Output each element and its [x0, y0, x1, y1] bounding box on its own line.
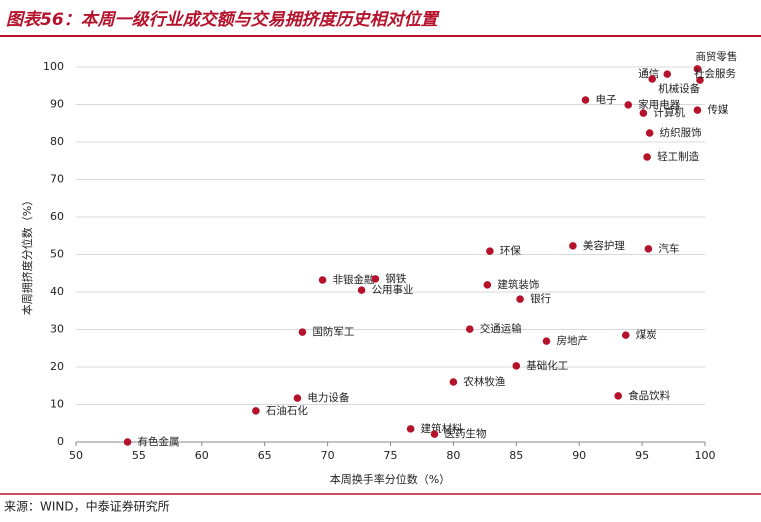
- x-tick-label: 50: [69, 449, 83, 462]
- x-tick-label: 90: [572, 449, 586, 462]
- point-label: 建筑材料: [421, 422, 463, 435]
- y-tick-label: 0: [57, 435, 64, 448]
- point: [693, 106, 702, 114]
- x-axis-label: 本周换手率分位数（%）: [330, 472, 450, 486]
- point-label: 机械设备: [658, 82, 700, 95]
- x-tick-label: 75: [384, 449, 398, 462]
- point-label: 轻工制造: [657, 150, 699, 163]
- point-label: 房地产: [556, 334, 588, 347]
- x-tick-label: 100: [695, 449, 716, 462]
- point-label: 钢铁: [385, 272, 406, 285]
- point: [614, 392, 622, 400]
- point: [357, 286, 366, 294]
- point: [512, 362, 521, 370]
- point: [624, 101, 633, 109]
- point-label: 石油石化: [266, 404, 308, 417]
- point-label: 美容护理: [583, 239, 625, 252]
- point: [542, 337, 551, 345]
- x-tick-label: 80: [446, 449, 460, 462]
- point-label: 商贸零售: [695, 50, 737, 63]
- point-label: 有色金属: [138, 435, 180, 448]
- point: [648, 75, 656, 83]
- y-tick-label: 90: [50, 98, 64, 111]
- point: [643, 153, 651, 161]
- point: [516, 295, 524, 303]
- point: [371, 275, 380, 283]
- y-tick-label: 30: [50, 323, 64, 336]
- point: [581, 96, 590, 104]
- y-tick-label: 100: [43, 60, 64, 73]
- point: [449, 378, 458, 386]
- x-tick-label: 60: [195, 449, 209, 462]
- point-label: 电力设备: [307, 391, 349, 404]
- point: [663, 70, 672, 78]
- y-tick-label: 10: [50, 398, 64, 411]
- point: [486, 247, 494, 255]
- point-label: 国防军工: [312, 325, 354, 338]
- point-label: 计算机: [653, 106, 685, 119]
- point-label: 农林牧渔: [463, 375, 505, 388]
- point: [569, 242, 577, 250]
- x-tick-label: 85: [509, 449, 523, 462]
- y-tick-label: 20: [50, 360, 64, 373]
- point-label: 环保: [500, 244, 521, 257]
- point: [293, 394, 302, 402]
- point: [621, 331, 630, 339]
- point-label: 食品饮料: [628, 389, 670, 402]
- point: [465, 325, 474, 333]
- point-label: 公用事业: [372, 283, 414, 296]
- point: [252, 407, 260, 415]
- y-tick-label: 40: [50, 285, 64, 298]
- point-label: 建筑装饰: [497, 278, 539, 291]
- y-tick-label: 50: [50, 248, 64, 261]
- point-label: 社会服务: [694, 67, 736, 80]
- point-label: 煤炭: [636, 328, 657, 341]
- point: [644, 245, 653, 253]
- point-label: 电子: [595, 93, 616, 106]
- point: [696, 76, 704, 84]
- point-label: 传媒: [707, 103, 728, 116]
- x-tick-label: 95: [635, 449, 649, 462]
- y-tick-label: 80: [50, 135, 64, 148]
- x-tick-label: 65: [258, 449, 272, 462]
- page-title: 图表56：本周一级行业成交额与交易拥挤度历史相对位置: [6, 10, 441, 30]
- point: [430, 430, 439, 438]
- x-tick-label: 70: [321, 449, 335, 462]
- y-axis-label: 本周拥挤度分位数（%）: [20, 195, 34, 315]
- source-note: 来源：WIND，中泰证券研究所: [4, 499, 170, 514]
- point-label: 银行: [530, 292, 551, 305]
- point: [645, 129, 654, 137]
- y-tick-label: 70: [50, 173, 64, 186]
- point-label: 非银金融: [333, 273, 375, 286]
- point: [639, 109, 648, 117]
- point-label: 医药生物: [445, 427, 487, 440]
- point: [298, 328, 307, 336]
- point-label: 纺织服饰: [660, 126, 702, 139]
- point: [406, 425, 415, 433]
- point: [483, 281, 492, 289]
- y-tick-label: 60: [50, 210, 64, 223]
- x-tick-label: 55: [132, 449, 146, 462]
- point: [318, 276, 327, 284]
- point: [693, 65, 702, 73]
- point-label: 基础化工: [526, 359, 568, 372]
- point-label: 汽车: [658, 242, 679, 255]
- point: [123, 438, 132, 446]
- point-label: 交通运输: [480, 322, 522, 335]
- point-label: 家用电器: [638, 98, 680, 111]
